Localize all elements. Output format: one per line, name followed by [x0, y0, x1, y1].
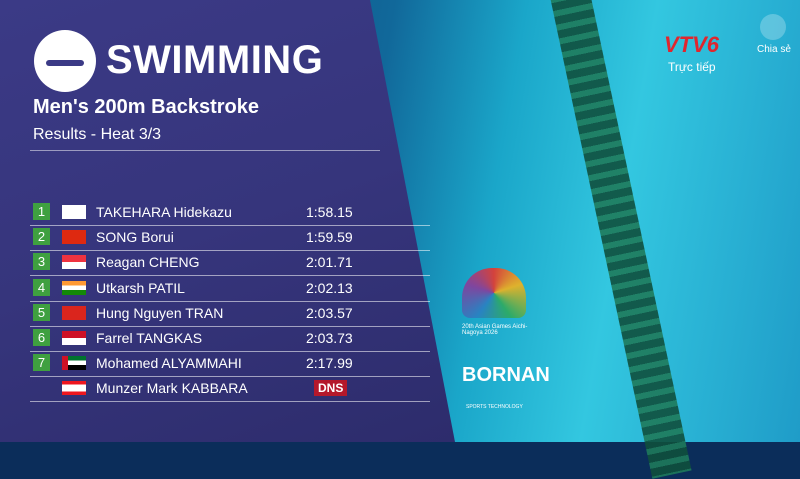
- event-subtitle: Results - Heat 3/3: [33, 126, 162, 143]
- country-flag: [62, 331, 86, 345]
- country-flag: [62, 230, 86, 245]
- result-row: Munzer Mark KABBARA DNS: [30, 377, 430, 403]
- rank-badge: 1: [33, 203, 50, 220]
- result-row: 4 Utkarsh PATIL 2:02.13: [30, 277, 430, 302]
- result-time: 2:03.73: [306, 330, 353, 346]
- result-time: 2:17.99: [306, 355, 353, 372]
- athlete-name: Hung Nguyen TRAN: [96, 304, 224, 321]
- rank-badge: 4: [33, 278, 50, 296]
- result-time: 1:58.15: [306, 204, 353, 220]
- rank-badge: 2: [33, 228, 50, 246]
- athlete-name: Munzer Mark KABBARA: [96, 380, 248, 397]
- athlete-name: SONG Borui: [96, 229, 174, 246]
- sponsor-caption: SPORTS TECHNOLOGY: [466, 404, 523, 410]
- rank-badge: 5: [33, 303, 50, 321]
- divider: [30, 150, 380, 151]
- sport-icon: [34, 30, 96, 92]
- games-logo: [462, 268, 526, 318]
- rank-badge: 6: [33, 329, 50, 346]
- channel-logo: VTV6: [664, 32, 720, 57]
- athlete-name: Farrel TANGKAS: [96, 330, 203, 346]
- result-time: 2:02.13: [306, 279, 353, 296]
- rank-badge: 7: [33, 354, 50, 372]
- athlete-name: TAKEHARA Hidekazu: [96, 204, 232, 220]
- sponsor-logo: BORNAN: [462, 364, 550, 386]
- result-row: 1 TAKEHARA Hidekazu 1:58.15: [30, 201, 430, 226]
- live-label: Trực tiếp: [668, 60, 716, 74]
- sport-title: SWIMMING: [106, 38, 324, 82]
- result-row: 7 Mohamed ALYAMMAHI 2:17.99: [30, 352, 430, 378]
- share-icon[interactable]: [760, 14, 786, 40]
- country-flag: [62, 305, 86, 320]
- country-flag: [62, 280, 86, 295]
- country-flag: [62, 356, 86, 371]
- country-flag: [62, 381, 86, 396]
- result-row: 5 Hung Nguyen TRAN 2:03.57: [30, 302, 430, 327]
- rank-badge: 3: [33, 253, 50, 271]
- result-row: 3 Reagan CHENG 2:01.71: [30, 251, 430, 277]
- share-button[interactable]: Chia sẻ: [757, 44, 791, 55]
- result-time: 1:59.59: [306, 229, 353, 246]
- athlete-name: Mohamed ALYAMMAHI: [96, 355, 242, 372]
- result-time: 2:03.57: [306, 304, 353, 321]
- result-time: 2:01.71: [306, 254, 353, 271]
- athlete-name: Reagan CHENG: [96, 254, 200, 271]
- result-row: 2 SONG Borui 1:59.59: [30, 226, 430, 252]
- result-row: 6 Farrel TANGKAS 2:03.73: [30, 327, 430, 352]
- event-title: Men's 200m Backstroke: [33, 96, 259, 118]
- games-caption: 20th Asian Games Aichi-Nagoya 2026: [462, 324, 528, 336]
- athlete-name: Utkarsh PATIL: [96, 279, 185, 296]
- country-flag: [62, 255, 86, 270]
- country-flag: [62, 205, 86, 219]
- result-time: DNS: [314, 380, 348, 397]
